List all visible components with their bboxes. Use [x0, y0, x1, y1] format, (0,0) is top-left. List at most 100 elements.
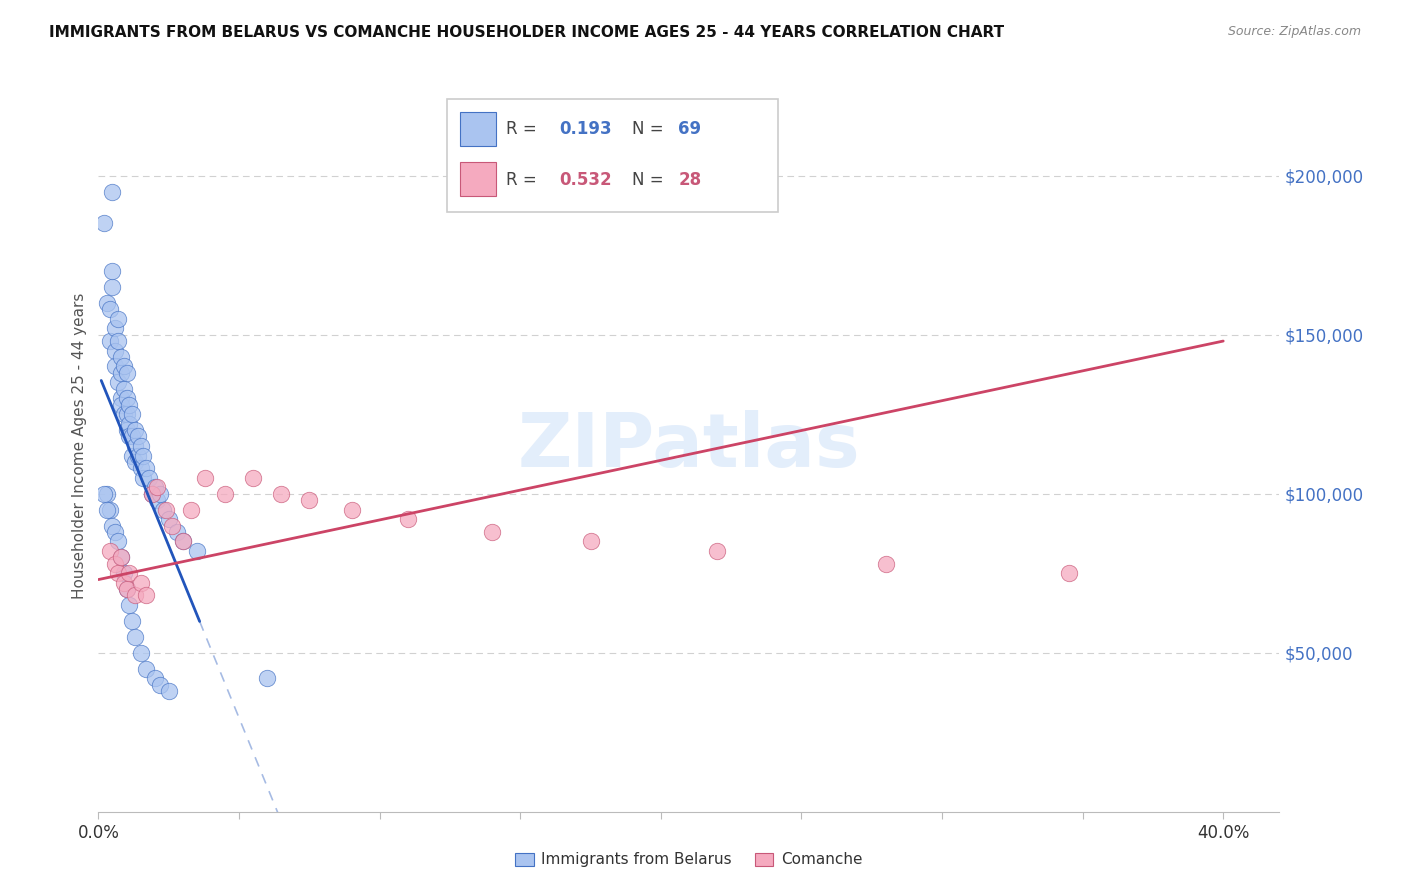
Point	[110, 350, 132, 364]
Point	[146, 493, 169, 508]
Point	[157, 684, 180, 698]
Point	[132, 449, 155, 463]
Text: IMMIGRANTS FROM BELARUS VS COMANCHE HOUSEHOLDER INCOME AGES 25 - 44 YEARS CORREL: IMMIGRANTS FROM BELARUS VS COMANCHE HOUS…	[49, 25, 1004, 40]
Point	[96, 486, 118, 500]
Point	[107, 376, 129, 390]
Point	[110, 550, 132, 565]
Point	[124, 455, 146, 469]
Point	[93, 486, 115, 500]
Point	[115, 366, 138, 380]
Point	[121, 449, 143, 463]
Point	[98, 502, 121, 516]
Point	[110, 366, 132, 380]
Point	[180, 502, 202, 516]
Point	[396, 512, 419, 526]
Point	[107, 534, 129, 549]
Point	[110, 392, 132, 406]
Y-axis label: Householder Income Ages 25 - 44 years: Householder Income Ages 25 - 44 years	[72, 293, 87, 599]
Point	[98, 334, 121, 348]
Point	[107, 311, 129, 326]
Point	[104, 557, 127, 571]
Point	[135, 662, 157, 676]
Point	[101, 280, 124, 294]
Point	[141, 486, 163, 500]
Point	[118, 398, 141, 412]
Point	[132, 471, 155, 485]
Point	[340, 502, 363, 516]
Point	[146, 480, 169, 494]
Point	[115, 582, 138, 596]
Point	[270, 486, 292, 500]
Point	[214, 486, 236, 500]
Point	[121, 407, 143, 421]
Point	[160, 518, 183, 533]
Point	[124, 423, 146, 437]
Point	[118, 417, 141, 431]
Point	[112, 382, 135, 396]
Point	[138, 471, 160, 485]
Point	[124, 589, 146, 603]
Point	[172, 534, 194, 549]
Point	[579, 534, 602, 549]
Point	[96, 502, 118, 516]
Point	[129, 575, 152, 590]
Point	[118, 429, 141, 443]
Point	[115, 392, 138, 406]
Text: Source: ZipAtlas.com: Source: ZipAtlas.com	[1227, 25, 1361, 38]
Point	[118, 566, 141, 581]
Point	[143, 671, 166, 685]
Point	[129, 461, 152, 475]
Point	[127, 429, 149, 443]
Point	[155, 502, 177, 516]
Point	[101, 264, 124, 278]
Point	[104, 359, 127, 374]
Point	[152, 502, 174, 516]
Point	[121, 429, 143, 443]
Point	[115, 423, 138, 437]
Point	[135, 589, 157, 603]
Point	[157, 512, 180, 526]
Point	[1057, 566, 1080, 581]
Point	[93, 216, 115, 230]
Point	[124, 439, 146, 453]
Text: ZIPatlas: ZIPatlas	[517, 409, 860, 483]
Point	[112, 566, 135, 581]
Point	[298, 493, 321, 508]
Legend: Immigrants from Belarus, Comanche: Immigrants from Belarus, Comanche	[509, 847, 869, 873]
Point	[104, 321, 127, 335]
Point	[115, 582, 138, 596]
Point	[96, 296, 118, 310]
Point	[194, 471, 217, 485]
Point	[127, 449, 149, 463]
Point	[107, 334, 129, 348]
Point	[706, 544, 728, 558]
Point	[149, 677, 172, 691]
Point	[875, 557, 897, 571]
Point	[115, 407, 138, 421]
Point	[98, 544, 121, 558]
Point	[256, 671, 278, 685]
Point	[107, 566, 129, 581]
Point	[129, 439, 152, 453]
Point	[118, 598, 141, 612]
Point	[481, 524, 503, 539]
Point	[124, 630, 146, 644]
Point	[101, 185, 124, 199]
Point	[186, 544, 208, 558]
Point	[110, 550, 132, 565]
Point	[172, 534, 194, 549]
Point	[112, 407, 135, 421]
Point	[141, 486, 163, 500]
Point	[112, 359, 135, 374]
Point	[143, 480, 166, 494]
Point	[242, 471, 264, 485]
Point	[104, 343, 127, 358]
Point	[121, 614, 143, 628]
Point	[129, 646, 152, 660]
Point	[104, 524, 127, 539]
Point	[101, 518, 124, 533]
Point	[110, 398, 132, 412]
Point	[149, 486, 172, 500]
Point	[166, 524, 188, 539]
Point	[112, 575, 135, 590]
